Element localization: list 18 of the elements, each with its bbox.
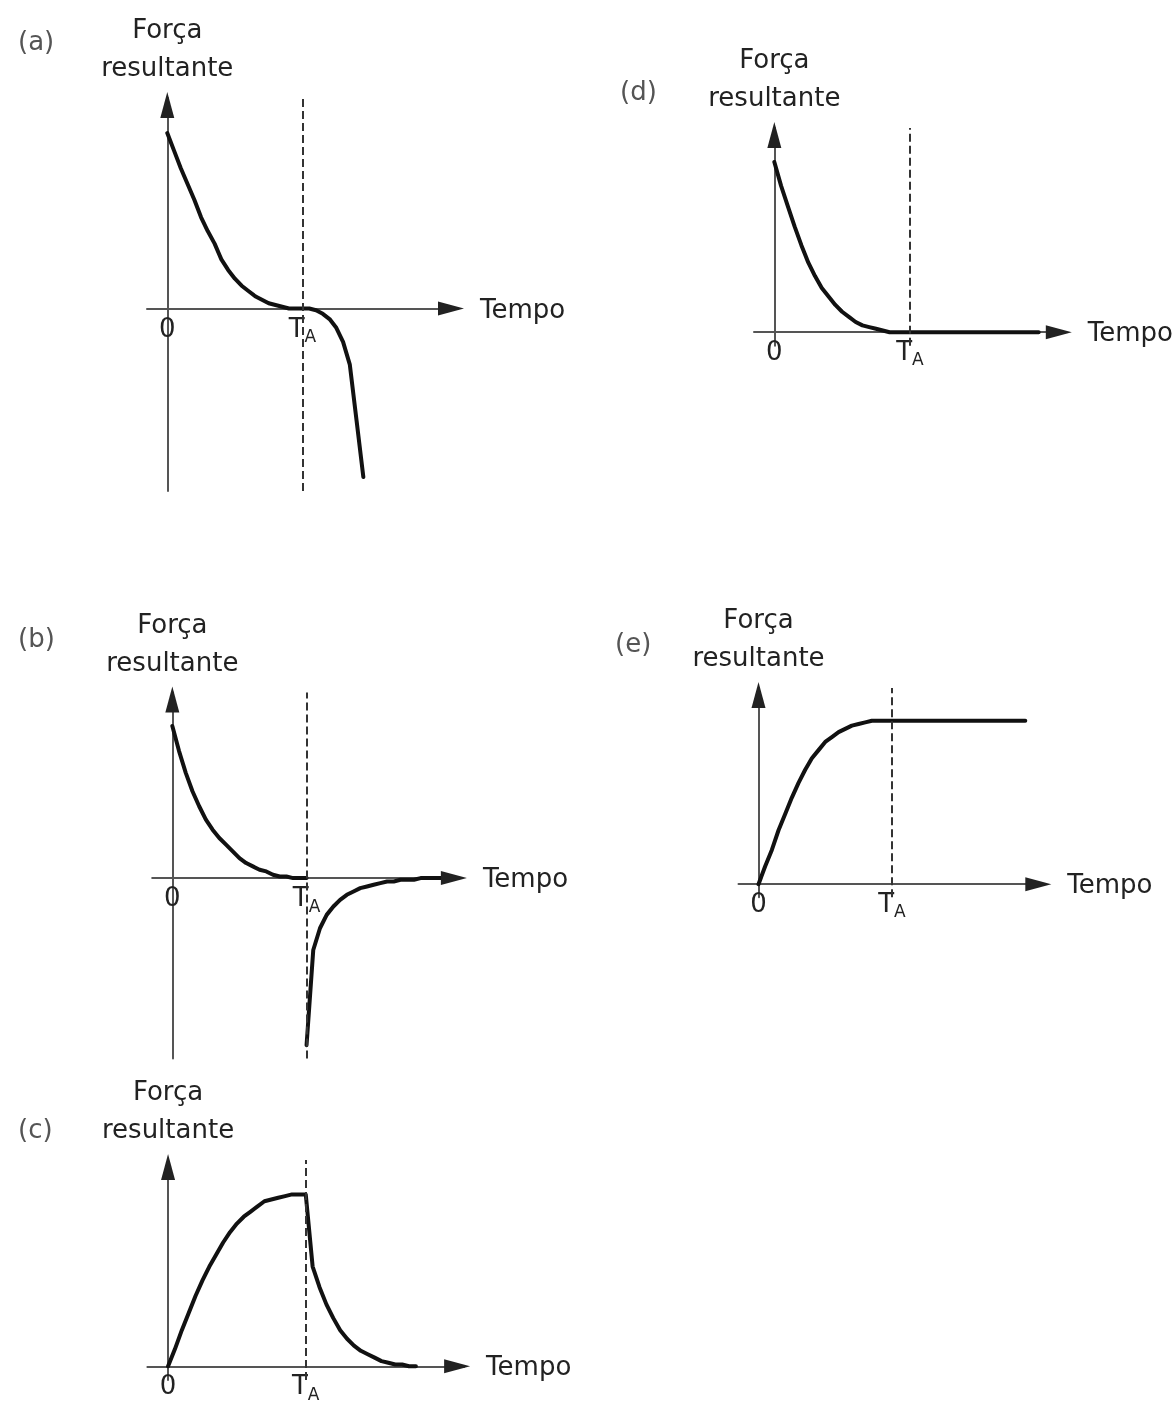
chart-title: (e)	[615, 628, 652, 658]
y-axis-title: Força resultante	[708, 44, 841, 112]
y-axis-title: Força resultante	[106, 608, 239, 677]
x-tick-label: 0	[159, 1370, 177, 1401]
x-axis-title: Tempo	[479, 293, 566, 324]
x-axis-title: Tempo	[481, 863, 569, 894]
y-axis-title: Força resultante	[692, 604, 825, 672]
x-axis-title: Tempo	[1066, 869, 1153, 900]
y-axis-title: Força resultante	[101, 1076, 235, 1144]
chart-title: (d)	[620, 76, 657, 106]
chart-title: (a)	[18, 26, 55, 56]
x-axis-title: Tempo	[1086, 317, 1173, 348]
x-axis-title: Tempo	[485, 1351, 572, 1382]
chart-title: (b)	[18, 623, 55, 653]
x-tick-label: 0	[750, 887, 767, 918]
x-tick-label: 0	[766, 335, 783, 366]
chart-title: (c)	[18, 1114, 53, 1144]
y-axis-title: Força resultante	[101, 14, 234, 82]
